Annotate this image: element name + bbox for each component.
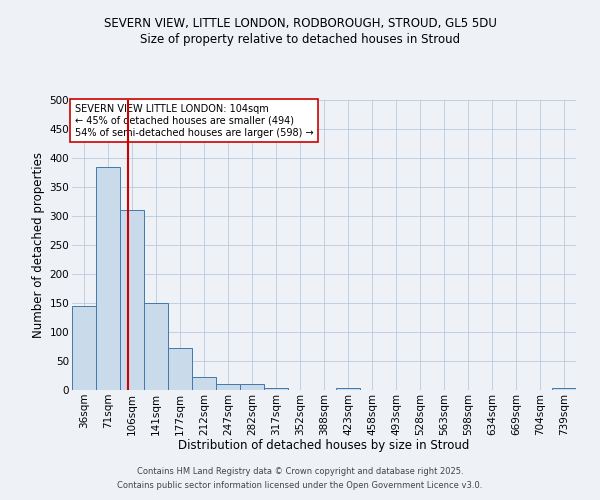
X-axis label: Distribution of detached houses by size in Stroud: Distribution of detached houses by size … — [178, 439, 470, 452]
Bar — [168, 348, 192, 390]
Bar — [96, 166, 120, 390]
Bar — [144, 303, 168, 390]
Bar — [216, 384, 240, 390]
Y-axis label: Number of detached properties: Number of detached properties — [32, 152, 46, 338]
Text: Contains HM Land Registry data © Crown copyright and database right 2025.: Contains HM Land Registry data © Crown c… — [137, 467, 463, 476]
Bar — [72, 306, 96, 390]
Bar — [120, 210, 144, 390]
Bar — [264, 388, 288, 390]
Text: Contains public sector information licensed under the Open Government Licence v3: Contains public sector information licen… — [118, 481, 482, 490]
Text: Size of property relative to detached houses in Stroud: Size of property relative to detached ho… — [140, 32, 460, 46]
Bar — [336, 388, 360, 390]
Bar — [552, 388, 576, 390]
Text: SEVERN VIEW, LITTLE LONDON, RODBOROUGH, STROUD, GL5 5DU: SEVERN VIEW, LITTLE LONDON, RODBOROUGH, … — [104, 18, 496, 30]
Bar — [240, 384, 264, 390]
Text: SEVERN VIEW LITTLE LONDON: 104sqm
← 45% of detached houses are smaller (494)
54%: SEVERN VIEW LITTLE LONDON: 104sqm ← 45% … — [74, 104, 313, 138]
Bar — [192, 377, 216, 390]
